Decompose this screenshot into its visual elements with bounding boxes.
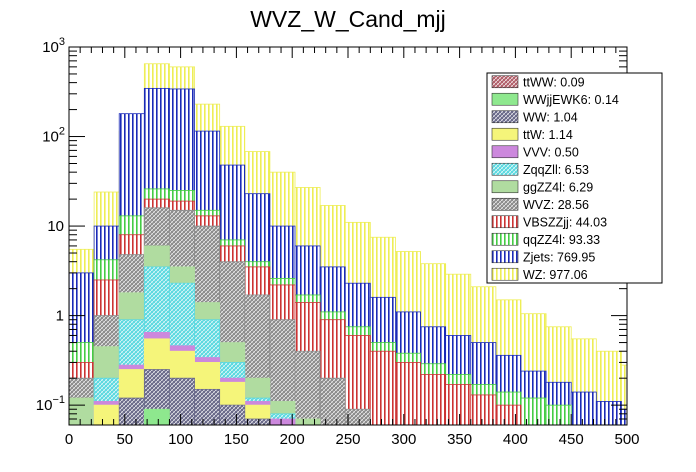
y-tick-label: 102 (42, 126, 65, 146)
bar-ggZZ4l-bin-9 (294, 418, 321, 426)
legend-swatch-qqZZ4l (491, 232, 519, 246)
bar-VVV-bin-8 (269, 418, 296, 426)
legend-label-qqZZ4l: qqZZ4l: 93.33 (523, 233, 600, 247)
y-tick-label: 1 (56, 308, 64, 325)
legend-swatch-ttW (491, 127, 519, 141)
series-WW (118, 369, 271, 426)
legend-swatch-Zjets (491, 250, 519, 264)
legend-swatch-WZ (491, 267, 519, 281)
bar-WW-bin-6 (219, 404, 246, 426)
x-tick-label: 250 (335, 431, 360, 448)
bar-WVZ-bin-9 (294, 350, 321, 426)
x-tick-label: 500 (614, 431, 639, 448)
legend-label-Zjets: Zjets: 769.95 (523, 250, 595, 264)
x-tick-label: 350 (447, 431, 472, 448)
legend-swatch-ZqqZll (491, 162, 519, 176)
legend-label-ZqqZll: ZqqZll: 6.53 (523, 163, 589, 177)
bar-Zjets-bin-20 (570, 391, 597, 426)
bar-VBSZZjj-bin-14 (420, 374, 447, 426)
y-tick-label: 103 (42, 36, 65, 56)
legend-label-WW: WW: 1.04 (523, 110, 578, 124)
bar-WW-bin-2 (118, 397, 145, 426)
bar-VBSZZjj-bin-17 (495, 404, 522, 426)
y-tick-label: 10 (47, 218, 64, 235)
bar-VBSZZjj-bin-16 (470, 394, 497, 426)
x-tick-label: 400 (503, 431, 528, 448)
bar-WW-bin-4 (169, 377, 195, 426)
legend-swatch-WVZ (491, 197, 519, 211)
bars-group (68, 63, 628, 426)
x-tick-label: 0 (65, 431, 73, 448)
bar-WW-bin-7 (244, 418, 271, 426)
bar-VBSZZjj-bin-12 (369, 350, 396, 426)
legend-label-VBSZZjj: VBSZZjj: 44.03 (523, 215, 607, 229)
legend-swatch-WWjjEWK6 (491, 92, 519, 106)
bar-VBSZZjj-bin-15 (445, 384, 472, 426)
legend-label-WVZ: WVZ: 28.56 (523, 198, 589, 212)
x-tick-label: 100 (168, 431, 193, 448)
bar-ggZZ4l-bin-0 (68, 397, 95, 426)
legend-box (486, 72, 663, 284)
bar-Zjets-bin-22 (621, 408, 628, 426)
bar-WWjjEWK6-bin-3 (143, 408, 170, 426)
legend-swatch-VBSZZjj (491, 215, 519, 229)
legend-label-ggZZ4l: ggZZ4l: 6.29 (523, 180, 593, 194)
bar-WVZ-bin-10 (319, 377, 346, 426)
legend-swatch-WW (491, 110, 519, 124)
x-tick-label: 450 (559, 431, 584, 448)
bar-VBSZZjj-bin-13 (395, 362, 421, 426)
series-WWjjEWK6 (143, 408, 170, 426)
legend-swatch-ggZZ4l (491, 180, 519, 194)
bar-qqZZ4l-bin-18 (520, 397, 547, 426)
x-tick-label: 200 (280, 431, 305, 448)
bar-ttW-bin-1 (93, 404, 120, 426)
legend-swatch-VVV (491, 145, 519, 159)
axes-group: 0 50 100 150 200 250 300 350 400 450 500 10−1 1 10 102… (36, 36, 640, 448)
legend-label-ttWW: ttWW: 0.09 (523, 75, 585, 89)
chart-title: WVZ_W_Cand_mjj (250, 6, 446, 32)
bar-WW-bin-5 (194, 388, 221, 426)
legend: ttWW: 0.09 WWjjEWK6: 0.14 WW: 1.04 ttW: 1.1… (486, 72, 663, 284)
y-tick-label: 10−1 (36, 394, 65, 414)
legend-label-ttW: ttW: 1.14 (523, 128, 573, 142)
bar-WVZ-bin-11 (344, 408, 371, 426)
x-tick-label: 50 (116, 431, 133, 448)
legend-label-WWjjEWK6: WWjjEWK6: 0.14 (523, 93, 619, 107)
legend-swatch-ttWW (491, 75, 519, 89)
x-tick-label: 300 (391, 431, 416, 448)
bar-qqZZ4l-bin-19 (545, 404, 572, 426)
legend-label-WZ: WZ: 977.06 (523, 268, 588, 282)
x-tick-label: 150 (224, 431, 249, 448)
legend-label-VVV: VVV: 0.50 (523, 145, 579, 159)
